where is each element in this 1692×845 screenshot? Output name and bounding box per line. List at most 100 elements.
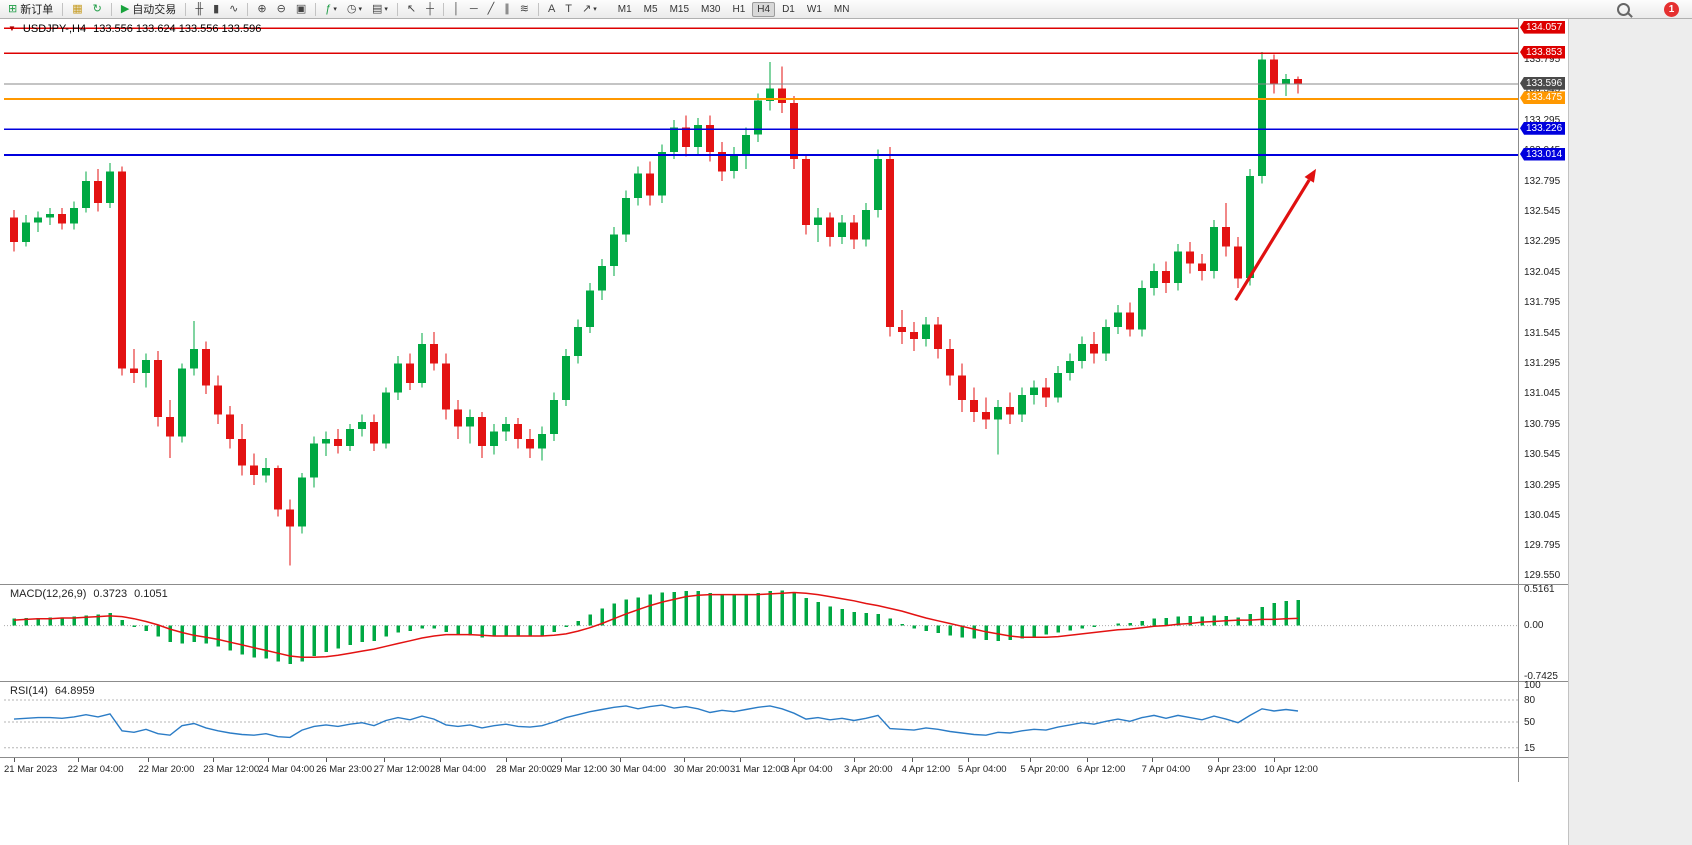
candle bbox=[322, 431, 330, 456]
candle bbox=[898, 309, 906, 344]
charts-grid-button[interactable]: ▦ bbox=[68, 0, 86, 18]
charts-grid-icon: ▦ bbox=[72, 2, 83, 15]
panel-separator[interactable] bbox=[0, 757, 1568, 758]
timeframe-d1-button[interactable]: D1 bbox=[782, 3, 795, 15]
date-tick-label: 22 Mar 20:00 bbox=[138, 764, 195, 775]
cursor-icon: ↖ bbox=[406, 2, 417, 15]
rsi-axis-label: 15 bbox=[1524, 742, 1536, 754]
templates-button[interactable]: ▤ ▾ bbox=[368, 0, 392, 18]
candle bbox=[1138, 280, 1146, 337]
date-tick-label: 10 Apr 12:00 bbox=[1264, 764, 1318, 775]
price-level-badge: 133.475 bbox=[1520, 91, 1566, 105]
candle bbox=[514, 418, 522, 449]
price-tick-label: 133.295 bbox=[1524, 114, 1561, 126]
indicators-button[interactable]: ƒ ▾ bbox=[321, 0, 341, 18]
channel-icon: ∥ bbox=[504, 2, 510, 15]
search-icon[interactable] bbox=[1617, 2, 1630, 16]
panel-separator[interactable] bbox=[0, 681, 1568, 682]
refresh-icon: ↻ bbox=[92, 2, 102, 15]
price-axis[interactable]: 133.795133.545133.295133.045132.795132.5… bbox=[1519, 19, 1568, 584]
timeframe-m15-button[interactable]: M15 bbox=[669, 3, 690, 15]
time-tick bbox=[77, 758, 79, 762]
date-tick-label: 5 Apr 04:00 bbox=[958, 764, 1007, 775]
price-tick-label: 129.795 bbox=[1524, 540, 1561, 552]
auto-trading-button[interactable]: ▶ 自动交易 bbox=[117, 0, 180, 18]
main-chart-canvas[interactable] bbox=[4, 20, 1518, 584]
zoom-in-button[interactable]: ⊕ bbox=[253, 0, 270, 18]
vertical-line-button[interactable]: │ bbox=[449, 0, 464, 18]
date-tick-label: 28 Mar 20:00 bbox=[496, 764, 552, 775]
periods-button[interactable]: ◷ ▾ bbox=[343, 0, 366, 18]
ohlc-label: 133.556 133.624 133.556 133.596 bbox=[93, 23, 262, 35]
play-icon: ▶ bbox=[120, 2, 130, 15]
candlestick-type-button[interactable]: ▮ bbox=[209, 0, 223, 18]
equidistant-channel-button[interactable]: ∥ bbox=[500, 0, 514, 18]
price-level-badge: 134.057 bbox=[1520, 20, 1566, 34]
fibonacci-icon: ≋ bbox=[519, 2, 529, 15]
text-label-button[interactable]: T bbox=[561, 0, 576, 18]
candle bbox=[430, 331, 438, 371]
timeframe-m5-button[interactable]: M5 bbox=[643, 3, 658, 15]
candle bbox=[10, 210, 18, 252]
candle bbox=[1054, 365, 1062, 403]
rsi-axis-label: 80 bbox=[1524, 695, 1536, 706]
toolbar-separator bbox=[62, 2, 64, 16]
candle bbox=[718, 142, 726, 181]
price-tick-label: 132.795 bbox=[1524, 175, 1561, 187]
candle bbox=[742, 127, 750, 169]
cursor-button[interactable]: ↖ bbox=[403, 0, 420, 18]
macd-canvas[interactable] bbox=[4, 585, 1518, 681]
candle bbox=[730, 147, 738, 179]
candle bbox=[34, 211, 42, 233]
crosshair-icon: ┼ bbox=[426, 2, 434, 15]
rsi-canvas[interactable] bbox=[4, 682, 1518, 757]
candle bbox=[682, 115, 690, 157]
arrows-tool-button[interactable]: ↗ ▾ bbox=[578, 0, 601, 18]
notification-badge[interactable]: 1 bbox=[1664, 1, 1679, 17]
macd-axis[interactable]: 0.5161 0.00 -0.7425 bbox=[1519, 584, 1568, 682]
time-tick bbox=[326, 758, 327, 762]
bar-chart-type-button[interactable]: ╫ bbox=[191, 0, 207, 18]
timeframe-m1-button[interactable]: M1 bbox=[617, 3, 632, 15]
candle bbox=[910, 322, 918, 352]
zoom-out-button[interactable]: ⊖ bbox=[273, 0, 290, 18]
panel-separator[interactable] bbox=[0, 584, 1568, 585]
date-tick-label: 26 Mar 23:00 bbox=[316, 764, 372, 775]
candle bbox=[202, 341, 210, 394]
text-button[interactable]: A bbox=[544, 0, 559, 18]
timeframe-h1-button[interactable]: H1 bbox=[732, 3, 746, 15]
indicators-icon: ƒ bbox=[325, 2, 332, 15]
candle bbox=[874, 149, 882, 218]
trend-arrow-annotation[interactable] bbox=[1234, 168, 1316, 302]
timeframe-m30-button[interactable]: M30 bbox=[701, 3, 721, 15]
price-tick-label: 133.545 bbox=[1524, 84, 1561, 96]
timeframe-w1-button[interactable]: W1 bbox=[806, 3, 822, 15]
toolbar-separator bbox=[247, 2, 249, 16]
timeframe-mn-button[interactable]: MN bbox=[833, 3, 850, 15]
refresh-button[interactable]: ↻ bbox=[89, 0, 106, 18]
new-order-button[interactable]: ⊞ 新订单 bbox=[4, 0, 57, 18]
candle bbox=[22, 215, 30, 247]
candle bbox=[922, 317, 930, 347]
timeframe-h4-button[interactable]: H4 bbox=[752, 1, 776, 17]
tile-windows-button[interactable]: ▣ bbox=[292, 0, 310, 18]
rsi-axis[interactable]: 100 80 50 15 bbox=[1519, 680, 1568, 757]
candle bbox=[394, 356, 402, 400]
candle bbox=[1030, 380, 1038, 405]
candle bbox=[1114, 305, 1122, 335]
candle bbox=[478, 412, 486, 459]
line-chart-type-button[interactable]: ∿ bbox=[225, 0, 242, 18]
candle bbox=[1210, 219, 1218, 279]
time-axis[interactable]: 21 Mar 2023 22 Mar 04:00 22 Mar 20:00 23 Ma… bbox=[0, 758, 1518, 784]
time-tick bbox=[740, 758, 741, 762]
crosshair-button[interactable]: ┼ bbox=[422, 0, 438, 18]
fibonacci-button[interactable]: ≋ bbox=[516, 0, 533, 18]
price-level-badge: 133.596 bbox=[1520, 76, 1566, 90]
toolbar: ⊞ 新订单 ▦ ↻ ▶ 自动交易 ╫ ▮ ∿ ⊕ ⊖ ▣ ƒ ▾ ◷ ▾ ▤ ▾ ↖ ┼ │ ─ ╱ ∥ ≋ A T ↗ ▾ M1 M5 M… bbox=[0, 0, 1692, 19]
date-tick-label: 21 Mar 2023 bbox=[4, 764, 58, 775]
candle bbox=[46, 207, 54, 225]
price-tick-label: 133.795 bbox=[1524, 54, 1561, 65]
trendline-button[interactable]: ╱ bbox=[484, 0, 499, 18]
horizontal-line-button[interactable]: ─ bbox=[466, 0, 482, 18]
candle bbox=[1186, 241, 1194, 274]
